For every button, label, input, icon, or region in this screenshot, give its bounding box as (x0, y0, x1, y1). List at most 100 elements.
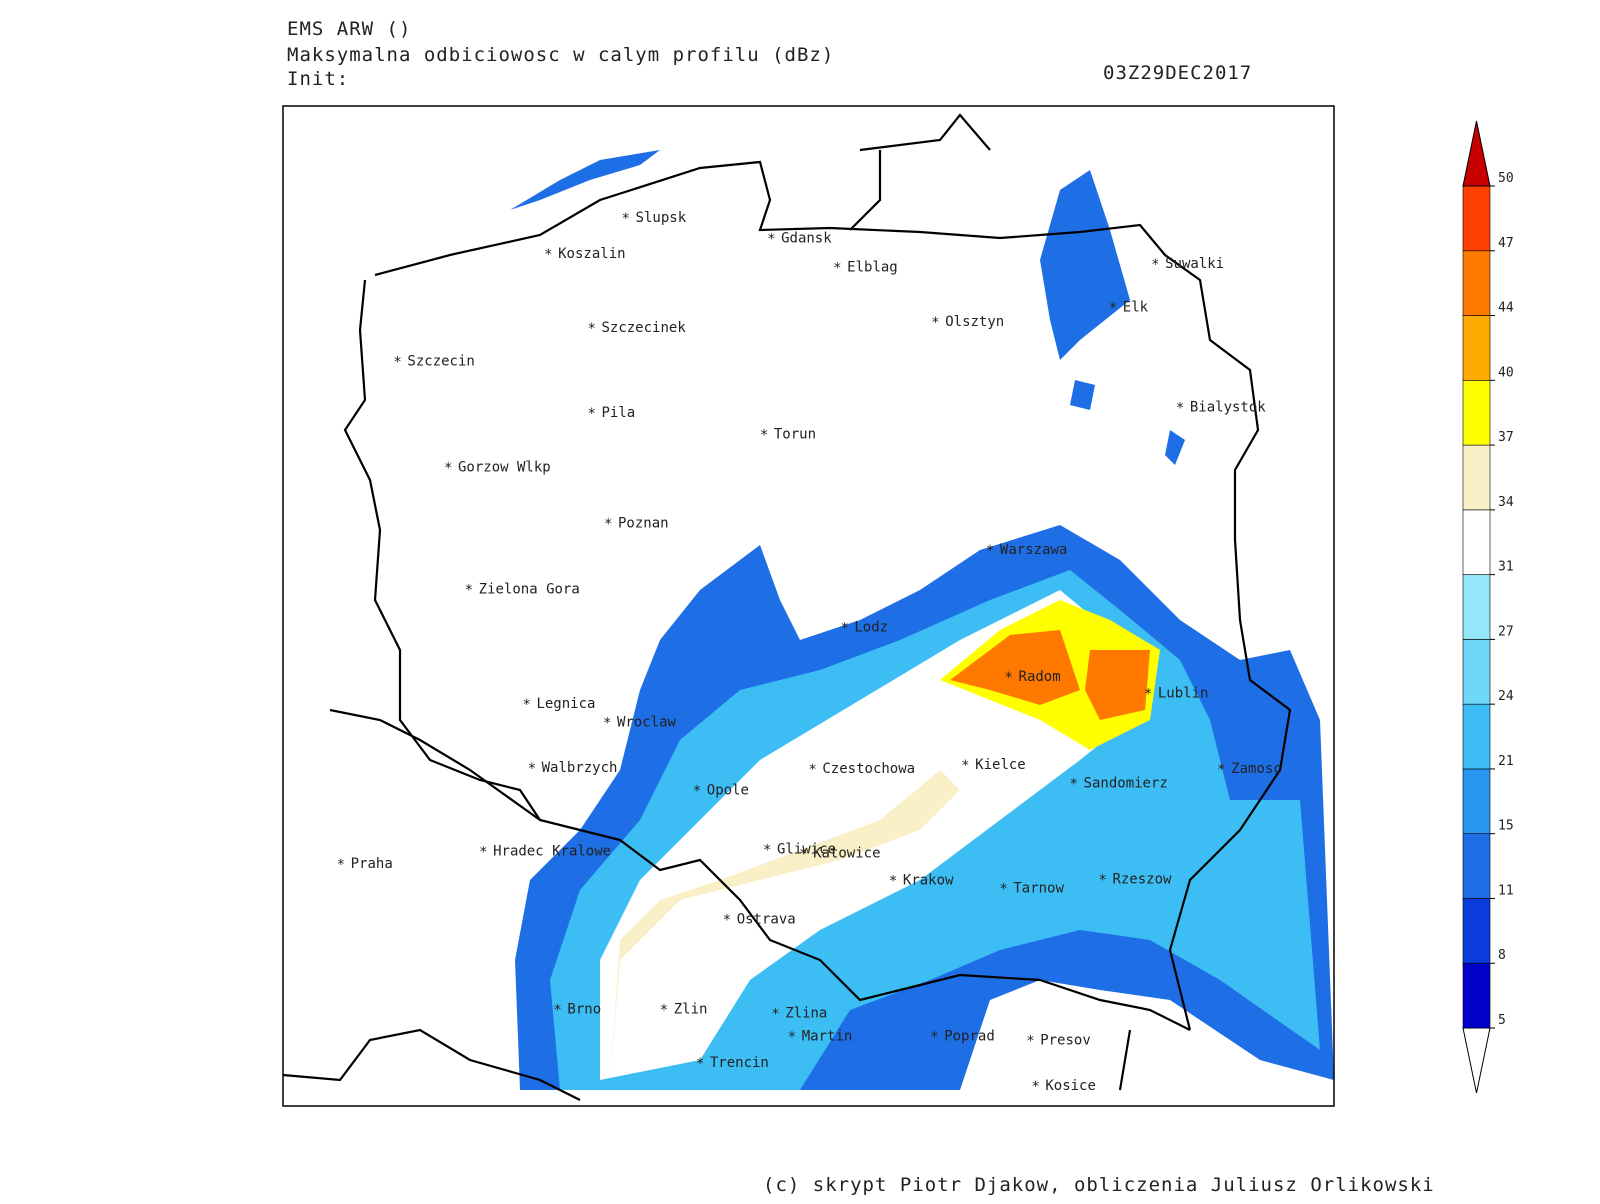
title-line-2: Maksymalna odbiciowosc w calym profilu (… (287, 44, 834, 66)
colorbar-box (1462, 898, 1491, 964)
city-marker: * (587, 406, 595, 422)
city-label: Torun (774, 427, 816, 443)
city-marker: * (522, 697, 530, 713)
colorbar-box (1462, 509, 1491, 575)
city-marker: * (931, 315, 939, 331)
city-marker: * (833, 260, 841, 276)
colorbar-box (1462, 185, 1491, 252)
city-marker: * (889, 873, 897, 889)
colorbar-label: 15 (1498, 819, 1514, 834)
colorbar-label: 40 (1498, 365, 1514, 380)
city-label: Presov (1040, 1032, 1091, 1048)
city-marker: * (1144, 687, 1152, 703)
colorbar-box (1462, 444, 1491, 511)
colorbar-box (1462, 703, 1491, 770)
credit: (c) skrypt Piotr Djakow, obliczenia Juli… (763, 1174, 1435, 1196)
city-label: Suwalki (1165, 256, 1224, 272)
valid-time: 03Z29DEC2017 (1103, 62, 1252, 84)
city-marker: * (444, 461, 452, 477)
city-label: Warszawa (1000, 542, 1067, 558)
city-marker: * (771, 1007, 779, 1023)
city-label: Koszalin (558, 246, 625, 262)
city-marker: * (788, 1029, 796, 1045)
city-label: Ostrava (737, 912, 796, 928)
city-label: Slupsk (636, 210, 687, 226)
city-marker: * (799, 847, 807, 863)
city-marker: * (604, 516, 612, 532)
city-marker: * (1151, 257, 1159, 273)
city-label: Zielona Gora (479, 581, 580, 597)
city-label: Wroclaw (617, 715, 677, 731)
city-label: Rzeszow (1112, 871, 1172, 887)
city-marker: * (930, 1029, 938, 1045)
city-label: Walbrzych (542, 760, 618, 776)
city-label: Zamosc (1231, 761, 1282, 777)
colorbar-box (1462, 315, 1491, 381)
city-label: Trencin (710, 1055, 769, 1071)
city-label: Elblag (847, 259, 898, 275)
city-marker: * (767, 231, 775, 247)
city-marker: * (1098, 872, 1106, 888)
city-label: Poznan (618, 515, 669, 531)
city-marker: * (723, 913, 731, 929)
city-marker: * (553, 1003, 561, 1019)
city-label: Katowice (813, 846, 880, 862)
city-label: Hradec Kralowe (493, 844, 611, 860)
city-label: Zlina (785, 1006, 827, 1022)
city-label: Olsztyn (945, 314, 1004, 330)
colorbar-label: 24 (1498, 689, 1514, 704)
city-marker: * (763, 843, 771, 859)
city-marker: * (465, 582, 473, 598)
city-marker: * (696, 1056, 704, 1072)
city-marker: * (1026, 1033, 1034, 1049)
city-label: Legnica (536, 696, 595, 712)
city-marker: * (986, 543, 994, 559)
city-marker: * (660, 1003, 668, 1019)
colorbar-box (1462, 574, 1491, 640)
city-marker: * (1031, 1079, 1039, 1095)
city-marker: * (999, 882, 1007, 898)
city-label: Gorzow Wlkp (458, 460, 551, 476)
city-label: Brno (567, 1002, 601, 1018)
colorbar-label: 31 (1498, 560, 1514, 575)
city-label: Poprad (944, 1028, 995, 1044)
colorbar-over (1462, 120, 1491, 187)
city-label: Tarnow (1013, 881, 1064, 897)
city-marker: * (1005, 670, 1013, 686)
colorbar-label: 11 (1498, 883, 1514, 898)
colorbar-box (1462, 768, 1491, 834)
city-label: Kosice (1045, 1078, 1096, 1094)
city-label: Martin (802, 1028, 853, 1044)
city-label: Gliwice (777, 842, 836, 858)
city-marker: * (1217, 762, 1225, 778)
city-label: Radom (1019, 669, 1061, 685)
city-marker: * (760, 428, 768, 444)
city-marker: * (587, 321, 595, 337)
city-label: Kielce (975, 757, 1026, 773)
city-marker: * (603, 716, 611, 732)
colorbar-label: 27 (1498, 624, 1514, 639)
city-marker: * (961, 758, 969, 774)
city-label: Krakow (903, 872, 954, 888)
city-marker: * (622, 211, 630, 227)
colorbar-label: 47 (1498, 236, 1514, 251)
colorbar-label: 8 (1498, 948, 1506, 963)
city-marker: * (528, 761, 536, 777)
map (282, 105, 1335, 1107)
colorbar-label: 34 (1498, 495, 1514, 510)
city-label: Czestochowa (822, 761, 915, 777)
colorbar-label: 44 (1498, 301, 1514, 316)
city-label: Szczecin (407, 353, 474, 369)
city-marker: * (808, 762, 816, 778)
echo-coast (510, 150, 660, 210)
city-marker: * (393, 354, 401, 370)
colorbar-box (1462, 833, 1491, 899)
city-label: Sandomierz (1084, 775, 1168, 791)
colorbar-box (1462, 380, 1491, 446)
colorbar-box (1462, 639, 1491, 705)
colorbar-label: 5 (1498, 1013, 1506, 1028)
city-marker: * (1070, 776, 1078, 792)
colorbar-label: 37 (1498, 430, 1514, 445)
city-label: Pila (601, 405, 635, 421)
